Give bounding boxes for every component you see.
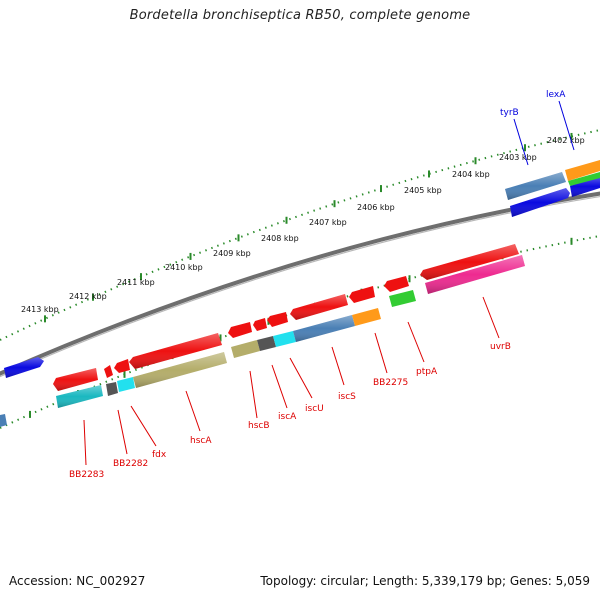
gene-label-iscA[interactable]: iscA	[278, 412, 297, 422]
cog-box-BB2282[interactable]	[106, 382, 118, 396]
gene-BB2282-a[interactable]	[104, 365, 113, 378]
gene-label-hscB[interactable]: hscB	[248, 421, 270, 431]
cog-box-left-edge[interactable]	[0, 414, 7, 427]
gene-label-hscA[interactable]: hscA	[190, 436, 212, 446]
scale-labels: 2402 kbp 2403 kbp 2404 kbp 2405 kbp 2406…	[21, 136, 585, 314]
gene-labels: lexA tyrB uvrB ptpA BB2275 iscS iscU isc…	[69, 90, 566, 480]
gene-hscB[interactable]	[228, 322, 252, 338]
gene-ptpA[interactable]	[384, 276, 409, 292]
function-category-boxes	[0, 160, 600, 427]
scale-label-2403: 2403 kbp	[499, 153, 537, 162]
scale-label-2402: 2402 kbp	[547, 136, 585, 145]
cog-box-BB2275[interactable]	[352, 308, 381, 326]
scale-label-2405: 2405 kbp	[404, 186, 442, 195]
scale-label-2408: 2408 kbp	[261, 234, 299, 243]
cog-box-lexA-green[interactable]	[568, 172, 600, 186]
map-title: Bordetella bronchiseptica RB50, complete…	[129, 8, 471, 23]
scale-label-2409: 2409 kbp	[213, 249, 251, 258]
gene-iscA[interactable]	[253, 318, 267, 331]
label-leader-lines	[83, 100, 575, 466]
outer-major-ticks	[44, 132, 573, 323]
gene-iscU[interactable]	[267, 312, 288, 327]
gene-label-ptpA[interactable]: ptpA	[416, 367, 438, 377]
gene-label-iscU[interactable]: iscU	[305, 404, 324, 414]
gene-label-tyrB[interactable]: tyrB	[500, 108, 519, 118]
forward-strand-genes	[4, 176, 600, 378]
gene-label-uvrB[interactable]: uvrB	[490, 342, 511, 352]
gene-label-BB2282[interactable]: BB2282	[113, 459, 148, 469]
cog-box-iscA[interactable]	[257, 336, 276, 351]
scale-label-2413: 2413 kbp	[21, 305, 59, 314]
genome-summary-text: Topology: circular; Length: 5,339,179 bp…	[260, 574, 590, 588]
cog-box-iscU[interactable]	[273, 331, 296, 347]
gene-label-BB2275[interactable]: BB2275	[373, 378, 408, 388]
cog-box-hscB[interactable]	[231, 340, 260, 358]
cog-box-fdx[interactable]	[117, 377, 135, 392]
gene-BB2282-b[interactable]	[114, 359, 130, 373]
cog-box-lexA-orange[interactable]	[565, 160, 600, 181]
gene-label-BB2283[interactable]: BB2283	[69, 470, 104, 480]
scale-label-2411: 2411 kbp	[117, 278, 155, 287]
scale-label-2404: 2404 kbp	[452, 170, 490, 179]
scale-label-2407: 2407 kbp	[309, 218, 347, 227]
scale-label-2412: 2412 kbp	[69, 292, 107, 301]
reverse-strand-genes	[53, 244, 519, 391]
genome-backbone	[0, 191, 600, 378]
cog-box-ptpA[interactable]	[389, 290, 416, 307]
accession-text: Accession: NC_002927	[9, 574, 146, 588]
gene-BB2275[interactable]	[349, 286, 375, 303]
gene-label-iscS[interactable]: iscS	[338, 392, 356, 402]
gene-label-fdx[interactable]: fdx	[152, 450, 167, 460]
gene-label-lexA[interactable]: lexA	[546, 90, 566, 100]
scale-label-2410: 2410 kbp	[165, 263, 203, 272]
scale-label-2406: 2406 kbp	[357, 203, 395, 212]
